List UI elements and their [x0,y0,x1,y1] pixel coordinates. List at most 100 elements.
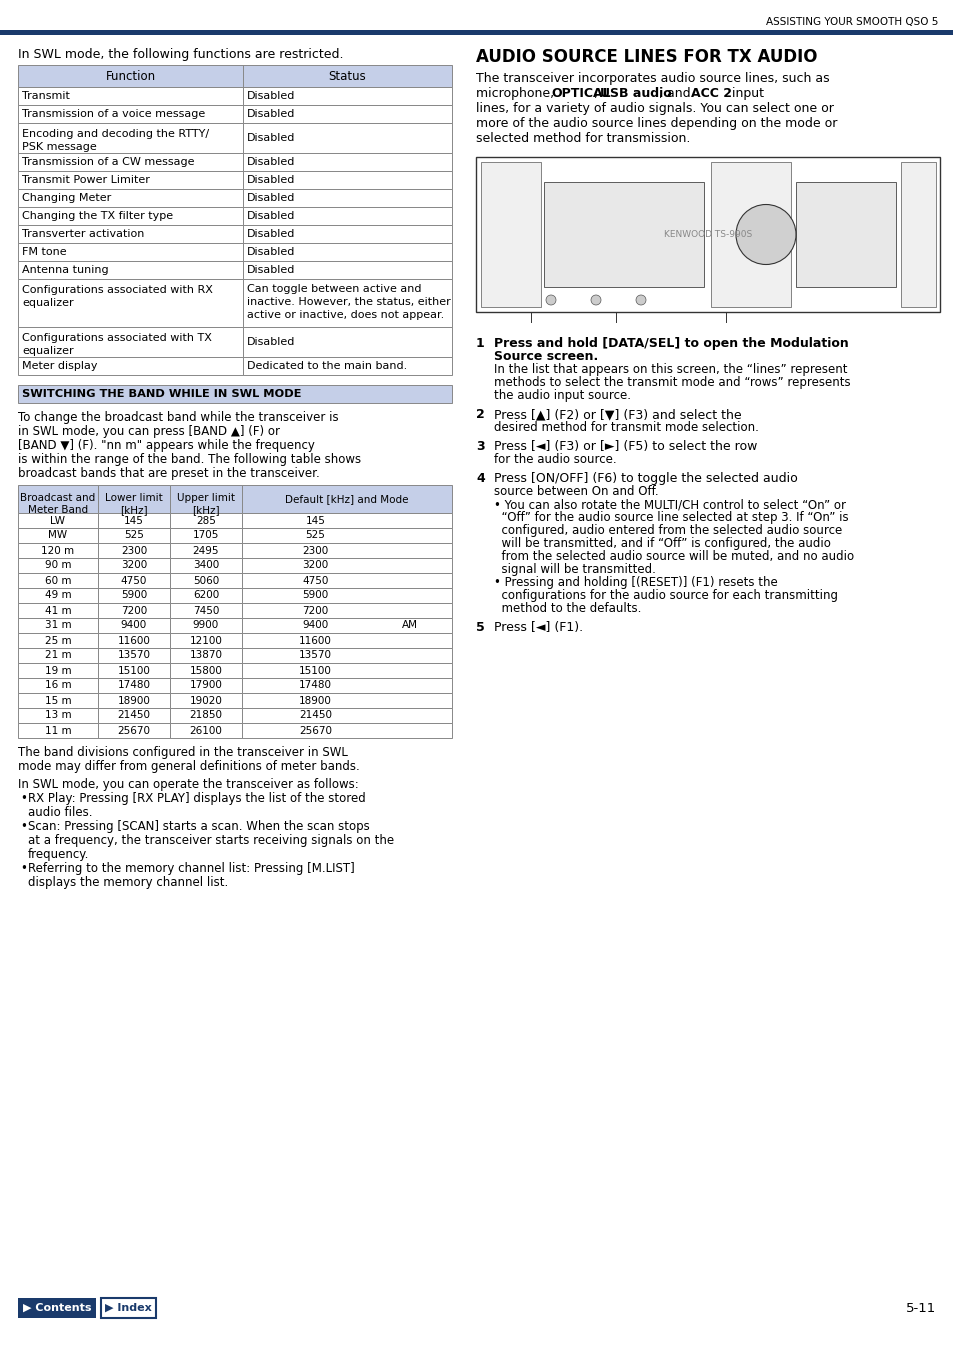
Text: Disabled: Disabled [247,176,295,185]
Text: [kHz]: [kHz] [120,505,148,514]
Bar [18,485,98,513]
Text: broadcast bands that are preset in the transceiver.: broadcast bands that are preset in the t… [18,467,319,481]
Bar [243,243,452,261]
Text: 3200: 3200 [302,560,328,571]
Bar [170,558,242,572]
Bar [18,356,243,375]
Text: at a frequency, the transceiver starts receiving signals on the: at a frequency, the transceiver starts r… [28,834,394,846]
Text: FM tone: FM tone [22,247,67,256]
Text: 49 m: 49 m [45,590,71,601]
Text: 5: 5 [476,621,484,634]
Bar [242,485,452,513]
Text: Meter display: Meter display [22,360,97,371]
Bar [18,171,243,189]
Text: 2: 2 [476,408,484,421]
Text: for the audio source.: for the audio source. [494,454,616,466]
Bar [795,182,895,288]
Bar [243,261,452,279]
Text: Upper limit: Upper limit [177,493,234,504]
Text: 25670: 25670 [117,725,151,736]
Bar [170,663,242,678]
Bar [18,65,452,86]
Text: AUDIO SOURCE LINES FOR TX AUDIO: AUDIO SOURCE LINES FOR TX AUDIO [476,49,817,66]
Text: will be transmitted, and if “Off” is configured, the audio: will be transmitted, and if “Off” is con… [494,537,830,549]
Text: •: • [20,819,27,833]
Bar [98,513,170,528]
Bar [18,123,243,153]
Text: 17900: 17900 [190,680,222,690]
Bar [0,30,953,35]
Text: “Off” for the audio source line selected at step 3. If “On” is: “Off” for the audio source line selected… [494,512,848,524]
Text: lines, for a variety of audio signals. You can select one or: lines, for a variety of audio signals. Y… [476,103,833,115]
Text: 15800: 15800 [190,666,222,675]
Text: inactive. However, the status, either: inactive. However, the status, either [247,297,450,306]
Text: In SWL mode, you can operate the transceiver as follows:: In SWL mode, you can operate the transce… [18,778,358,791]
Circle shape [636,296,645,305]
Text: Status: Status [328,69,366,82]
Bar [18,207,243,225]
Bar [18,279,243,327]
Text: 41 m: 41 m [45,606,71,616]
Text: MW: MW [49,531,68,540]
Text: Referring to the memory channel list: Pressing [M.LIST]: Referring to the memory channel list: Pr… [28,863,355,875]
Bar [710,162,790,306]
Text: OPTICAL: OPTICAL [551,86,610,100]
Text: Transverter activation: Transverter activation [22,230,144,239]
Text: Encoding and decoding the RTTY/: Encoding and decoding the RTTY/ [22,130,209,139]
Text: The transceiver incorporates audio source lines, such as: The transceiver incorporates audio sourc… [476,72,829,85]
Circle shape [735,204,795,265]
Text: 18900: 18900 [298,695,332,706]
Bar [18,261,243,279]
Text: 12100: 12100 [190,636,222,645]
Text: Disabled: Disabled [247,211,295,221]
Bar [242,528,452,543]
Text: Transmission of a CW message: Transmission of a CW message [22,157,194,167]
Bar [242,663,452,678]
Text: 3200: 3200 [121,560,147,571]
Bar [543,182,703,288]
Text: selected method for transmission.: selected method for transmission. [476,132,690,144]
Text: source between On and Off.: source between On and Off. [494,485,658,498]
Text: 525: 525 [124,531,144,540]
Bar [98,648,170,663]
Text: Disabled: Disabled [247,247,295,256]
Text: In the list that appears on this screen, the “lines” represent: In the list that appears on this screen,… [494,363,846,377]
Text: 11600: 11600 [298,636,332,645]
Text: 7450: 7450 [193,606,219,616]
Text: configured, audio entered from the selected audio source: configured, audio entered from the selec… [494,524,841,537]
Text: SWITCHING THE BAND WHILE IN SWL MODE: SWITCHING THE BAND WHILE IN SWL MODE [22,389,301,400]
Text: Disabled: Disabled [247,90,295,101]
Bar [170,693,242,707]
Bar [18,189,243,207]
Bar [243,123,452,153]
Text: 5060: 5060 [193,575,219,586]
Bar [18,225,243,243]
Text: 2495: 2495 [193,545,219,555]
Text: Scan: Pressing [SCAN] starts a scan. When the scan stops: Scan: Pressing [SCAN] starts a scan. Whe… [28,819,370,833]
Bar [242,707,452,724]
Text: 5900: 5900 [302,590,328,601]
Bar [18,153,243,171]
Text: 13570: 13570 [298,651,332,660]
Bar [98,485,170,513]
Text: [BAND ▼] (F). "nn m" appears while the frequency: [BAND ▼] (F). "nn m" appears while the f… [18,439,314,452]
Text: 2300: 2300 [302,545,328,555]
Bar [243,171,452,189]
Text: 15 m: 15 m [45,695,71,706]
Text: Source screen.: Source screen. [494,350,598,363]
Text: the audio input source.: the audio input source. [494,389,630,402]
Text: equalizer: equalizer [22,346,73,356]
Bar [243,105,452,123]
Text: Lower limit: Lower limit [105,493,163,504]
Text: Disabled: Disabled [247,338,295,347]
Text: input: input [727,86,763,100]
Bar [18,633,98,648]
Text: Configurations associated with RX: Configurations associated with RX [22,285,213,296]
Text: 21450: 21450 [117,710,151,721]
Bar [18,707,98,724]
Bar [98,724,170,738]
Text: equalizer: equalizer [22,298,73,308]
Bar [242,648,452,663]
Text: Broadcast and: Broadcast and [20,493,95,504]
Bar [18,105,243,123]
